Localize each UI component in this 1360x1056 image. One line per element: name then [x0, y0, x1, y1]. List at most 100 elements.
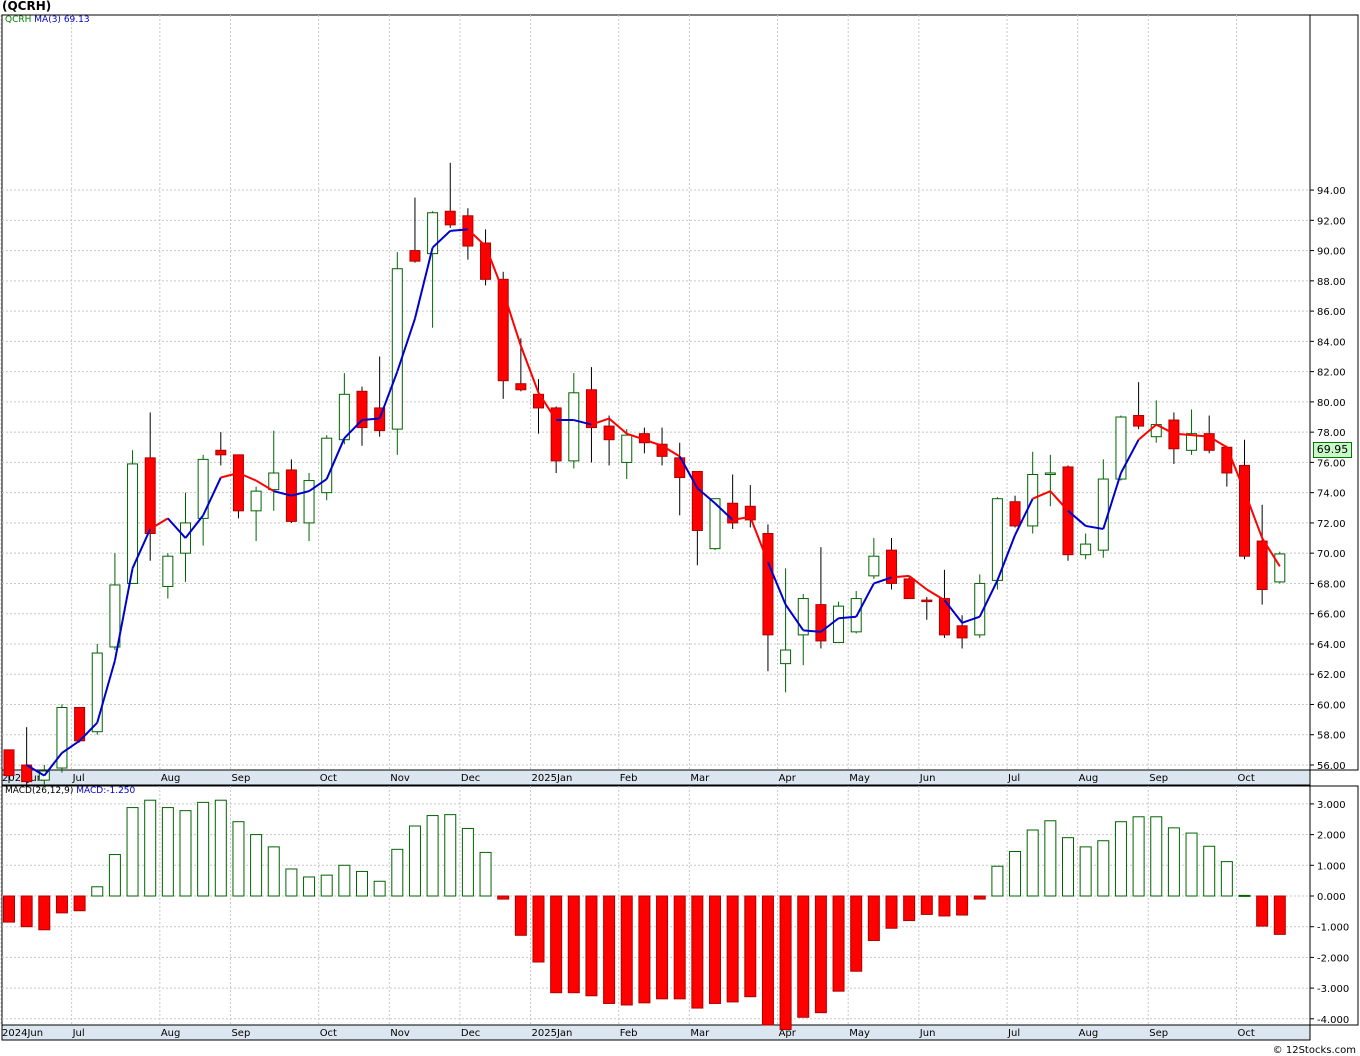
macd-bar: [461, 827, 474, 897]
macd-bar: [814, 895, 827, 1014]
ma3-segment: [149, 517, 169, 530]
candle-body: [691, 470, 703, 531]
ma3-segment: [1032, 490, 1051, 500]
xtick-label: 2025Jan: [532, 773, 573, 784]
chart-title: (QCRH): [2, 0, 52, 13]
macd-bar: [832, 895, 845, 992]
ma3-segment: [450, 228, 468, 232]
ma3-segment: [220, 472, 239, 479]
macd-bar: [320, 874, 333, 897]
macd-bar: [38, 895, 51, 931]
xtick-label: Oct: [320, 773, 337, 784]
ma3-segment: [803, 629, 821, 633]
ytick-label: 58.00: [1317, 731, 1346, 742]
candle-body: [1274, 553, 1286, 583]
ma3-segment: [1173, 432, 1192, 437]
macd-bar: [3, 895, 15, 923]
candle-body: [497, 278, 509, 382]
macd-panel: 2024Jun Jul Aug Sep Oct Nov Dec 2025Jan Feb Mar Ap…: [0, 785, 1359, 1041]
xtick-label: 2024Jun: [2, 1028, 43, 1039]
candle-body: [585, 389, 597, 429]
ytick-label: 82.00: [1317, 368, 1346, 379]
ytick-label: 60.00: [1317, 700, 1346, 711]
macd-bar: [550, 895, 563, 994]
candle-body: [797, 598, 809, 636]
ma3-segment: [767, 561, 787, 606]
candle-body: [1044, 472, 1056, 475]
xtick-label: Apr: [779, 773, 797, 784]
candle-body: [1239, 464, 1250, 557]
ytick-label: 64.00: [1317, 640, 1346, 651]
macd-bar: [126, 807, 139, 897]
candle-body: [886, 549, 897, 584]
ma3-segment: [26, 764, 45, 777]
macd-bar: [956, 895, 969, 916]
macd-bar: [250, 834, 263, 897]
candle-body: [938, 598, 950, 636]
ma3-segment: [184, 514, 204, 539]
candle-body: [232, 454, 244, 512]
macd-bar: [567, 895, 580, 994]
ma3-segment: [378, 371, 399, 419]
xtick-label: Feb: [620, 1028, 638, 1039]
ma3-segment: [202, 477, 222, 516]
xtick-label: Sep: [231, 1028, 250, 1039]
macd-bar: [1167, 827, 1180, 897]
ma3-segment: [291, 490, 310, 497]
candle-body: [391, 268, 403, 430]
candle-body: [303, 480, 315, 524]
legend-ma-value: 69.13: [63, 15, 90, 25]
candle-body: [268, 472, 280, 491]
macd-bar: [144, 799, 157, 897]
candle-body: [321, 437, 333, 494]
candle-body: [1256, 540, 1268, 590]
macd-bar: [603, 895, 616, 1004]
candle-body: [356, 390, 368, 429]
macd-bar: [850, 895, 863, 972]
macd-bar: [532, 895, 545, 963]
candle-body: [533, 393, 544, 409]
ma3-segment: [591, 417, 610, 426]
macd-bar: [1132, 816, 1145, 897]
macd-bar: [761, 895, 774, 1026]
ma3-segment: [325, 437, 346, 480]
ma3-segment: [1067, 510, 1087, 527]
macd-bar: [744, 895, 757, 998]
ma3-segment: [1049, 490, 1069, 512]
ytick-label: -4.000: [1317, 1015, 1349, 1026]
xtick-label: Jul: [1007, 1028, 1020, 1039]
xtick-label: Apr: [779, 1028, 797, 1039]
candle-body: [903, 578, 915, 600]
macd-bar: [214, 799, 227, 897]
macd-bar: [479, 851, 492, 897]
candle-body: [727, 502, 739, 524]
ytick-label: 76.00: [1317, 458, 1346, 469]
ma3-segment: [343, 419, 363, 439]
price-frame: [1, 14, 1311, 771]
ma3-segment: [678, 455, 699, 489]
xtick-label: Mar: [690, 773, 710, 784]
legend-ma-label: MA(3): [34, 15, 61, 25]
ma3-segment: [661, 444, 681, 458]
ma3-segment: [996, 534, 1016, 581]
ma3-segment: [908, 575, 928, 591]
macd-bar: [1114, 821, 1127, 897]
xtick-label: Jul: [72, 1028, 85, 1039]
candle-body: [1080, 543, 1092, 556]
ma3-segment: [361, 417, 380, 422]
ma3-segment: [784, 604, 805, 631]
ytick-label: 92.00: [1317, 216, 1346, 227]
ma3-segment: [396, 318, 416, 372]
ma3-segment: [1155, 423, 1175, 435]
macd-bar: [620, 895, 633, 1006]
xtick-label: Aug: [1079, 1028, 1099, 1039]
price-axis-area: [1309, 14, 1359, 771]
ma3-segment: [873, 576, 892, 585]
ma3-segment: [1102, 472, 1122, 530]
candle-body: [127, 463, 139, 584]
macd-legend: MACD(26,12,9) MACD:-1.250: [5, 786, 135, 796]
macd-bar: [373, 880, 386, 897]
legend-macd-value: MACD:-1.250: [76, 786, 136, 796]
macd-bar: [797, 895, 810, 1018]
